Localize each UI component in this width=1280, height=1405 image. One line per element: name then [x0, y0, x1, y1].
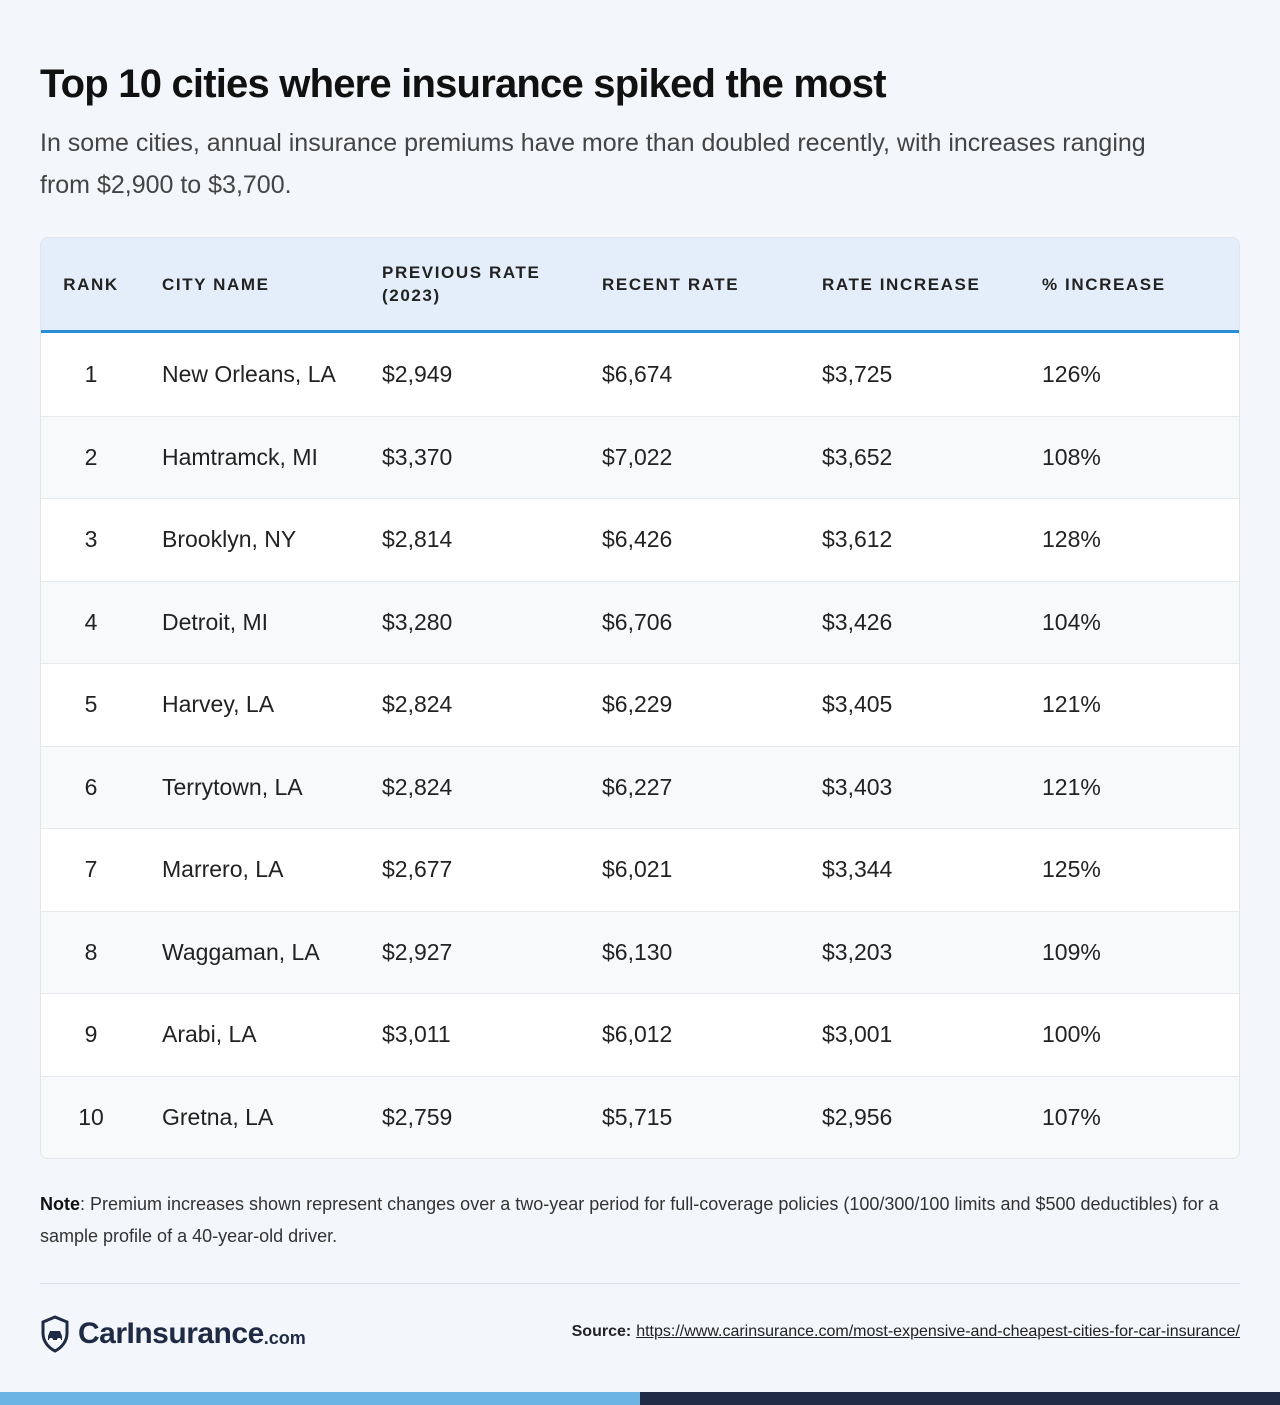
table-cell: $3,426	[822, 608, 893, 635]
table-cell: 1	[84, 360, 98, 387]
table-cell: $3,344	[822, 856, 893, 883]
table-row: 5 Harvey, LA $2,824 $6,229 $3,405 121%	[41, 663, 1239, 746]
table-cell: 6	[84, 773, 98, 800]
table-cell: 109%	[1042, 938, 1101, 965]
table-cell: 104%	[1042, 608, 1101, 635]
table-cell: 8	[84, 938, 98, 965]
column-header: RATE INCREASE	[822, 274, 981, 294]
table-row: 2 Hamtramck, MI $3,370 $7,022 $3,652 108%	[41, 415, 1239, 498]
column-header: PREVIOUS RATE (2023)	[382, 263, 541, 305]
table-cell: $6,706	[602, 608, 673, 635]
brand: CarInsurance	[78, 1317, 264, 1350]
table-cell: $2,677	[382, 856, 453, 883]
table-cell: Marrero, LA	[162, 856, 284, 883]
table-cell: $3,011	[382, 1021, 451, 1048]
logo: CarInsurance .com	[40, 1315, 306, 1353]
table-cell: 125%	[1042, 856, 1101, 883]
table-cell: 2	[84, 443, 98, 470]
table-cell: $5,715	[602, 1103, 673, 1130]
table-cell: $3,203	[822, 938, 893, 965]
table-cell: 10	[78, 1103, 104, 1130]
table-cell: Brooklyn, NY	[162, 526, 297, 553]
subtitle: In some cities, annual insurance premium…	[40, 129, 1146, 199]
table-cell: Waggaman, LA	[162, 938, 320, 965]
table-cell: $7,022	[602, 443, 673, 470]
table-cell: 121%	[1042, 691, 1101, 718]
table-cell: $3,280	[382, 608, 453, 635]
table-cell: $2,956	[822, 1103, 893, 1130]
table-cell: $3,652	[822, 443, 893, 470]
table-cell: $3,405	[822, 691, 893, 718]
accent-bar	[0, 1392, 640, 1405]
table-row: 6 Terrytown, LA $2,824 $6,227 $3,403 121%	[41, 745, 1239, 828]
source-label: Source:	[571, 1323, 632, 1340]
table-cell: $6,229	[602, 691, 673, 718]
table-row: 1 New Orleans, LA $2,949 $6,674 $3,725 126%	[41, 333, 1239, 416]
title: Top 10 cities where insurance spiked the…	[40, 62, 887, 106]
column-header: % INCREASE	[1042, 274, 1166, 294]
table-cell: 107%	[1042, 1103, 1101, 1130]
table: RANK CITY NAME PREVIOUS RATE (2023) RECENT …	[40, 237, 1240, 1159]
divider	[40, 1283, 1240, 1284]
column-header: RECENT RATE	[602, 274, 740, 294]
table-cell: Gretna, LA	[162, 1103, 274, 1130]
table-cell: Arabi, LA	[162, 1021, 257, 1048]
source-link[interactable]: https://www.carinsurance.com/most-expens…	[636, 1323, 1240, 1340]
table-row: 4 Detroit, MI $3,280 $6,706 $3,426 104%	[41, 580, 1239, 663]
table-cell: $2,814	[382, 526, 453, 553]
table-cell: $2,949	[382, 360, 453, 387]
table-cell: $6,227	[602, 773, 673, 800]
table-cell: 100%	[1042, 1021, 1101, 1048]
table-cell: Terrytown, LA	[162, 773, 303, 800]
table-cell: $6,426	[602, 526, 673, 553]
table-cell: 5	[84, 691, 98, 718]
brand-suffix: .com	[263, 1327, 306, 1348]
source: Source: https://www.carinsurance.com/most…	[572, 1323, 1240, 1341]
table-cell: $2,927	[382, 938, 453, 965]
table-cell: 4	[84, 608, 98, 635]
note: Note: Premium increases shown represent …	[40, 1188, 1245, 1252]
table-cell: $2,759	[382, 1103, 453, 1130]
table-cell: 9	[84, 1021, 98, 1048]
logo-icon	[41, 1315, 69, 1353]
accent-bar	[640, 1392, 1280, 1405]
table-cell: 108%	[1042, 443, 1101, 470]
table-cell: Harvey, LA	[162, 691, 275, 718]
table-cell: $6,674	[602, 360, 673, 387]
table-cell: $6,130	[602, 938, 673, 965]
table-cell: 128%	[1042, 526, 1101, 553]
table-cell: $6,012	[602, 1021, 673, 1048]
table-cell: Hamtramck, MI	[162, 443, 318, 470]
table-cell: $2,824	[382, 691, 453, 718]
table-cell: $3,725	[822, 360, 893, 387]
table-cell: $2,824	[382, 773, 453, 800]
table-cell: 3	[84, 526, 98, 553]
table-cell: New Orleans, LA	[162, 360, 336, 387]
table-row: 10 Gretna, LA $2,759 $5,715 $2,956 107%	[41, 1075, 1239, 1158]
table-body: 1 New Orleans, LA $2,949 $6,674 $3,725 126% 2 H…	[41, 333, 1239, 1158]
table-cell: $3,370	[382, 443, 453, 470]
column-header: CITY NAME	[162, 274, 270, 294]
table-row: 7 Marrero, LA $2,677 $6,021 $3,344 125%	[41, 828, 1239, 911]
table-row: 3 Brooklyn, NY $2,814 $6,426 $3,612 128%	[41, 498, 1239, 581]
table-cell: 7	[84, 856, 98, 883]
table-cell: 126%	[1042, 360, 1101, 387]
table-row: 8 Waggaman, LA $2,927 $6,130 $3,203 109%	[41, 910, 1239, 993]
table-row: 9 Arabi, LA $3,011 $6,012 $3,001 100%	[41, 993, 1239, 1076]
table-cell: $3,612	[822, 526, 893, 553]
note-text: : Premium increases shown represent chan…	[40, 1194, 1219, 1246]
note-label: Note	[40, 1194, 80, 1214]
table-cell: 121%	[1042, 773, 1101, 800]
column-header: RANK	[63, 274, 119, 294]
table-cell: $3,001	[822, 1021, 893, 1048]
table-header: RANK CITY NAME PREVIOUS RATE (2023) RECENT …	[41, 238, 1239, 333]
table-cell: $6,021	[602, 856, 673, 883]
table-cell: Detroit, MI	[162, 608, 269, 635]
table-cell: $3,403	[822, 773, 893, 800]
